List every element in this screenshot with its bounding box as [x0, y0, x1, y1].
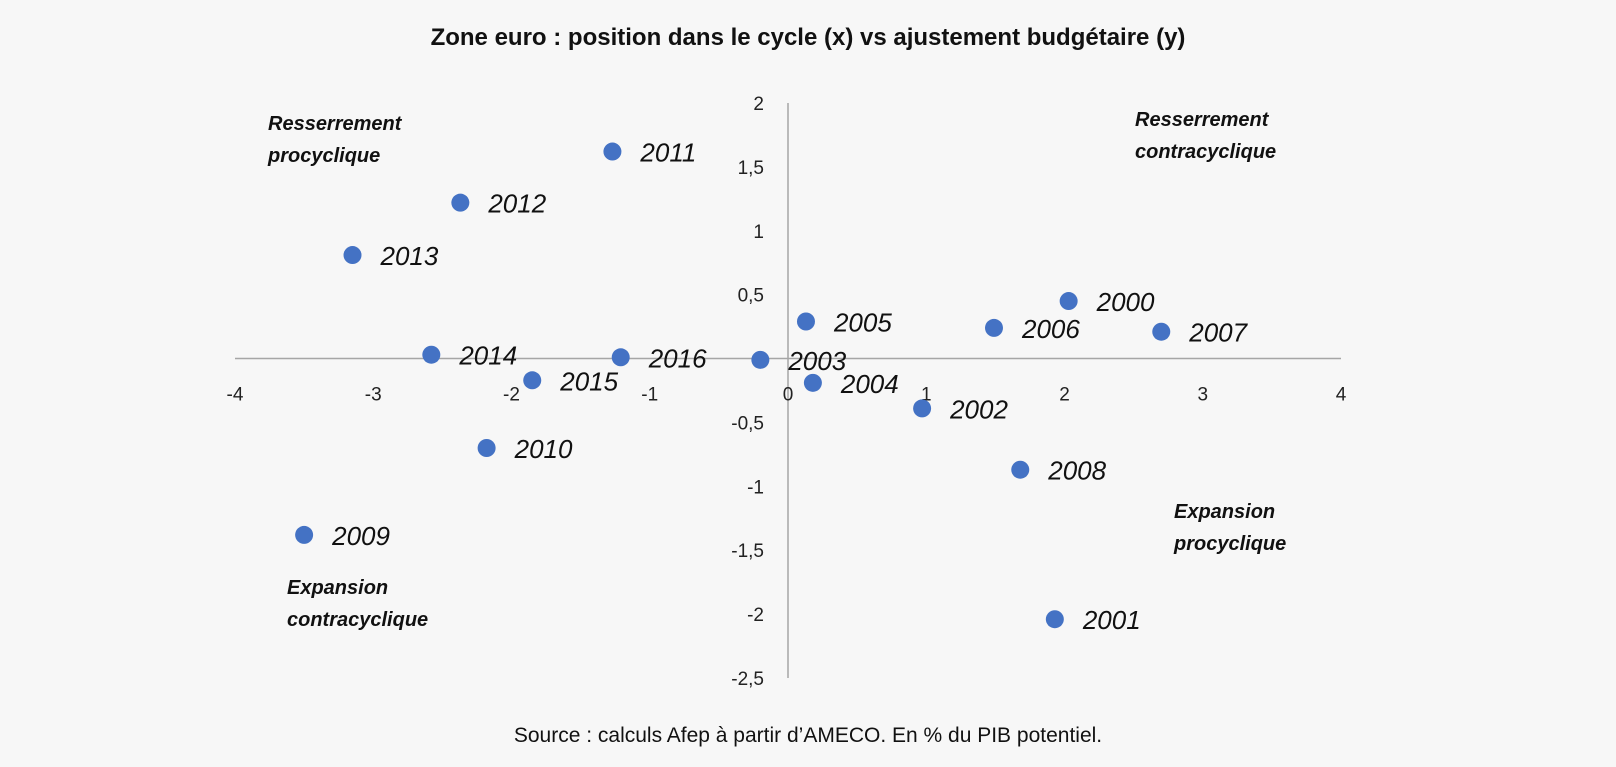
quadrant-label: contracyclique	[287, 609, 428, 631]
point-label: 2004	[840, 369, 899, 399]
x-tick-label: 0	[783, 385, 794, 406]
point-label: 2016	[648, 343, 707, 373]
quadrant-label: Resserrement	[268, 113, 403, 135]
point-label: 2006	[1021, 314, 1080, 344]
y-tick-label: -2,5	[731, 669, 764, 690]
x-tick-label: 1	[921, 385, 932, 406]
data-point	[451, 193, 470, 212]
x-tick-label: -1	[641, 385, 658, 406]
data-point	[803, 373, 822, 392]
quadrant-label: contracyclique	[1135, 141, 1276, 163]
y-tick-label: 2	[753, 94, 764, 115]
point-label: 2010	[514, 434, 573, 464]
data-point	[796, 312, 815, 331]
quadrant-label: Expansion	[1174, 501, 1275, 523]
point-label: 2009	[331, 521, 390, 551]
point-label: 2008	[1047, 456, 1106, 486]
data-point	[603, 142, 622, 161]
chart-title: Zone euro : position dans le cycle (x) v…	[430, 24, 1186, 51]
data-point	[343, 246, 362, 265]
data-point	[422, 345, 441, 364]
data-point	[611, 348, 630, 367]
quadrant-label: procyclique	[267, 145, 380, 167]
point-label: 2001	[1082, 605, 1141, 635]
data-point	[1045, 610, 1064, 629]
quadrant-label: Expansion	[287, 577, 388, 599]
y-tick-label: -1,5	[731, 541, 764, 562]
point-label: 2012	[487, 189, 546, 219]
point-label: 2011	[639, 138, 696, 168]
y-tick-label: -1	[747, 477, 764, 498]
quadrant-label: Resserrement	[1135, 109, 1270, 131]
point-label: 2000	[1096, 287, 1155, 317]
point-label: 2002	[949, 394, 1008, 424]
data-point	[751, 350, 770, 369]
x-tick-label: 3	[1197, 385, 1208, 406]
data-point	[1011, 460, 1030, 479]
x-tick-label: -2	[503, 385, 520, 406]
chart-source: Source : calculs Afep à partir d’AMECO. …	[513, 724, 1103, 747]
point-label: 2007	[1188, 318, 1248, 348]
x-tick-label: 2	[1059, 385, 1070, 406]
quadrant-label: procyclique	[1173, 533, 1286, 555]
data-point	[523, 371, 542, 390]
point-label: 2013	[380, 241, 439, 271]
data-point	[477, 439, 496, 457]
data-point	[984, 318, 1003, 337]
point-label: 2014	[458, 341, 517, 371]
y-tick-label: 1,5	[738, 158, 764, 179]
x-tick-label: 4	[1336, 385, 1347, 406]
point-label: 2015	[559, 366, 618, 396]
data-point	[1059, 292, 1078, 311]
x-tick-label: -4	[227, 385, 244, 406]
y-tick-label: 1	[753, 222, 764, 243]
data-point	[1152, 322, 1171, 341]
point-label: 2003	[787, 346, 846, 376]
y-tick-label: -2	[747, 605, 764, 626]
data-point	[295, 525, 314, 544]
y-tick-label: -0,5	[731, 413, 764, 434]
y-tick-label: 0,5	[738, 286, 764, 307]
x-tick-label: -3	[365, 385, 382, 406]
data-point	[913, 399, 932, 418]
point-label: 2005	[833, 308, 892, 338]
